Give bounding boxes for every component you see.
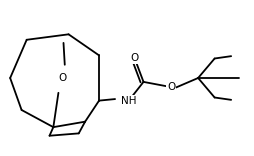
Text: O: O	[58, 73, 66, 83]
Text: O: O	[131, 53, 139, 63]
Text: O: O	[167, 82, 176, 92]
Text: NH: NH	[121, 96, 136, 106]
